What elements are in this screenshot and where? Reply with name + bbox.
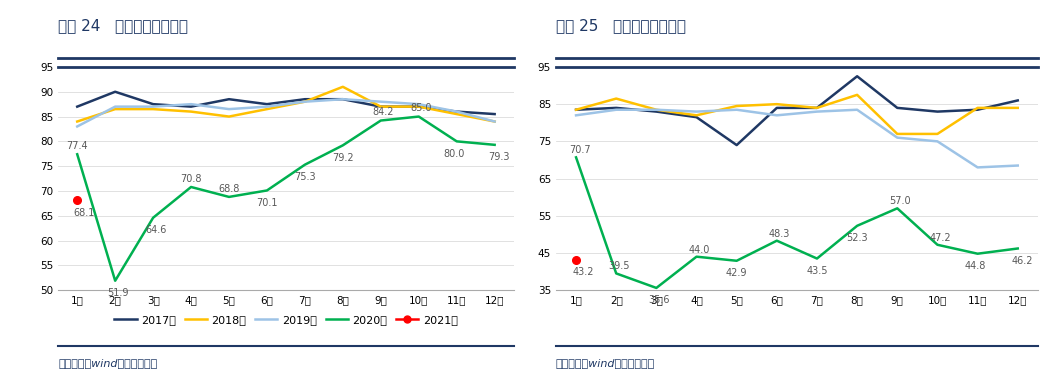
Text: 43.5: 43.5 xyxy=(806,266,828,276)
Text: 48.3: 48.3 xyxy=(769,229,790,239)
Text: 35.6: 35.6 xyxy=(648,295,670,305)
Text: 图表 25   吉祥国际客座率。: 图表 25 吉祥国际客座率。 xyxy=(556,19,686,33)
Text: 70.7: 70.7 xyxy=(570,145,591,155)
Text: 79.2: 79.2 xyxy=(333,153,354,163)
Text: 资料来源：wind，华创证券。: 资料来源：wind，华创证券。 xyxy=(556,358,656,368)
Text: 70.1: 70.1 xyxy=(256,198,277,208)
Text: 68.8: 68.8 xyxy=(218,183,239,193)
Text: 44.8: 44.8 xyxy=(964,261,986,271)
Text: 68.1: 68.1 xyxy=(73,208,95,218)
Text: 57.0: 57.0 xyxy=(890,196,911,206)
Text: 64.6: 64.6 xyxy=(145,225,166,235)
Text: 77.4: 77.4 xyxy=(67,141,88,151)
Text: 52.3: 52.3 xyxy=(846,233,868,243)
Text: 75.3: 75.3 xyxy=(294,172,316,182)
Text: 70.8: 70.8 xyxy=(180,174,202,184)
Text: 46.2: 46.2 xyxy=(1011,256,1033,266)
Text: 39.5: 39.5 xyxy=(608,262,630,272)
Text: 79.3: 79.3 xyxy=(488,152,509,162)
Text: 85.0: 85.0 xyxy=(411,103,432,113)
Text: 80.0: 80.0 xyxy=(444,149,465,159)
Text: 资料来源：wind，华创证券。: 资料来源：wind，华创证券。 xyxy=(58,358,158,368)
Legend: 2017年, 2018年, 2019年, 2020年, 2021年: 2017年, 2018年, 2019年, 2020年, 2021年 xyxy=(110,310,462,329)
Text: 84.2: 84.2 xyxy=(373,107,394,117)
Text: 图表 24   吉祥国内客座率。: 图表 24 吉祥国内客座率。 xyxy=(58,19,189,33)
Text: 44.0: 44.0 xyxy=(688,245,710,255)
Text: 42.9: 42.9 xyxy=(725,268,748,278)
Text: 51.9: 51.9 xyxy=(107,288,129,298)
Text: 47.2: 47.2 xyxy=(930,233,951,243)
Text: 43.2: 43.2 xyxy=(572,267,594,277)
